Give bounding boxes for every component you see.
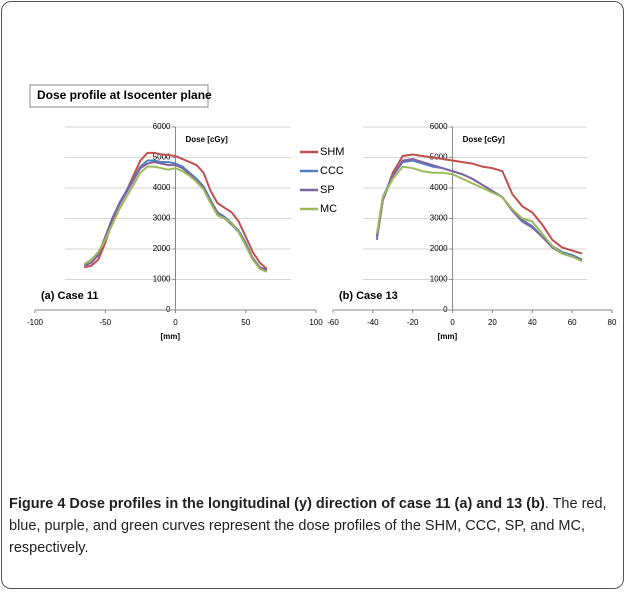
y-tick-label: 3000 — [153, 214, 171, 223]
x-tick-label: 0 — [173, 318, 178, 327]
caption-text: . The red, blue, purple, and green curve… — [9, 496, 607, 556]
legend-label: MC — [320, 203, 337, 215]
x-axis-label: [mm] — [438, 332, 458, 341]
y-axis-label: Dose [cGy] — [186, 135, 229, 144]
x-tick-label: 0 — [450, 318, 455, 327]
x-tick-label: 20 — [488, 318, 497, 327]
figure: Dose profile at Isocenter plane 01000200… — [27, 84, 617, 341]
legend-label: SHM — [320, 146, 344, 158]
figure-title: Dose profile at Isocenter plane — [37, 88, 212, 102]
x-tick-label: -40 — [367, 318, 379, 327]
legend-label: SP — [320, 184, 335, 196]
y-tick-label: 1000 — [153, 275, 171, 284]
y-tick-label: 5000 — [153, 153, 171, 162]
x-tick-label: 100 — [309, 318, 323, 327]
series-line — [375, 165, 583, 263]
y-tick-label: 2000 — [430, 244, 448, 253]
series-line — [375, 153, 583, 255]
x-tick-label: -20 — [407, 318, 419, 327]
title-box — [29, 84, 209, 108]
caption-title: Figure 4 Dose profiles in the longitudin… — [9, 496, 545, 512]
x-tick-label: 80 — [608, 318, 617, 327]
annotation: (a) Case 11 — [41, 290, 98, 302]
x-tick-label: -60 — [327, 318, 339, 327]
annotation: (b) Case 13 — [339, 290, 398, 302]
y-tick-label: 3000 — [430, 214, 448, 223]
legend-label: CCC — [320, 165, 344, 177]
x-tick-label: 40 — [528, 318, 537, 327]
y-tick-label: 6000 — [430, 122, 448, 131]
y-tick-label: 5000 — [430, 153, 448, 162]
caption: Figure 4 Dose profiles in the longitudin… — [9, 493, 617, 559]
x-tick-label: 60 — [568, 318, 577, 327]
x-tick-label: -50 — [99, 318, 111, 327]
y-tick-label: 4000 — [430, 183, 448, 192]
x-tick-label: 50 — [241, 318, 250, 327]
y-tick-label: 4000 — [153, 183, 171, 192]
x-axis-label: [mm] — [161, 332, 181, 341]
y-tick-label: 6000 — [153, 122, 171, 131]
y-tick-label: 2000 — [153, 244, 171, 253]
y-axis-label: Dose [cGy] — [463, 135, 506, 144]
x-tick-label: -100 — [27, 318, 44, 327]
series-line — [375, 158, 583, 261]
series-line — [83, 165, 268, 273]
y-tick-label: 1000 — [430, 275, 448, 284]
